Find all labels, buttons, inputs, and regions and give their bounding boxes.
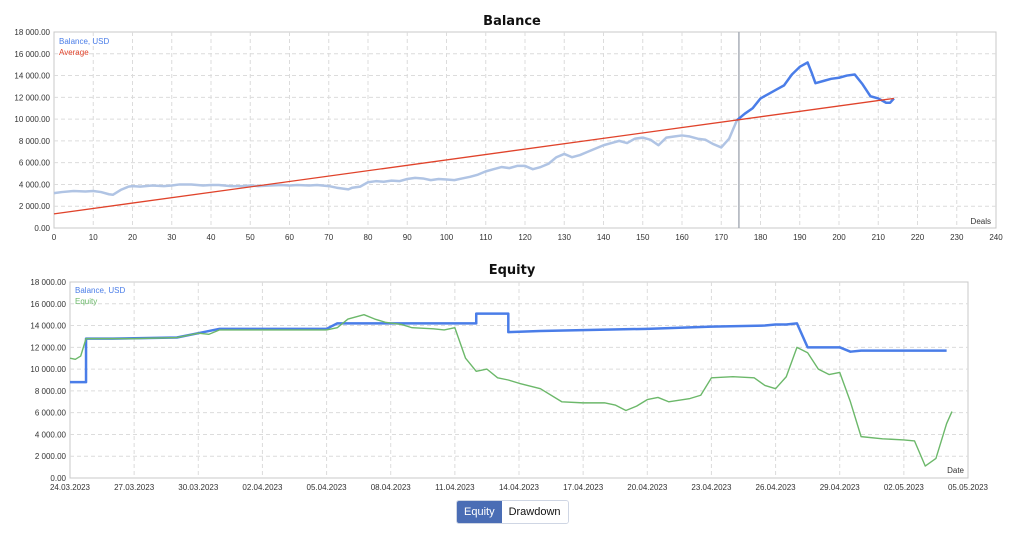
x-tick-label: 170 xyxy=(715,233,729,242)
x-tick-label: 200 xyxy=(832,233,846,242)
x-tick-label: 80 xyxy=(364,233,373,242)
x-tick-label: 20.04.2023 xyxy=(627,483,668,492)
balance-chart-title: Balance xyxy=(483,14,541,29)
x-tick-label: 08.04.2023 xyxy=(371,483,412,492)
x-tick-label: 160 xyxy=(675,233,689,242)
legend-balance-usd: Balance, USD xyxy=(59,37,109,46)
x-tick-label: 26.04.2023 xyxy=(756,483,797,492)
equity-grid xyxy=(70,282,968,478)
x-tick-label: 23.04.2023 xyxy=(691,483,732,492)
equity-y-axis: 0.00 2 000.00 4 000.00 6 000.00 8 000.00 10 0… xyxy=(30,278,66,483)
y-tick-label: 10 000.00 xyxy=(30,365,66,374)
x-tick-label: 70 xyxy=(324,233,333,242)
equity-x-axis-label: Date xyxy=(947,466,964,475)
y-tick-label: 6 000.00 xyxy=(35,409,67,418)
x-tick-label: 02.05.2023 xyxy=(884,483,925,492)
x-tick-label: 14.04.2023 xyxy=(499,483,540,492)
x-tick-label: 120 xyxy=(518,233,532,242)
x-tick-label: 90 xyxy=(403,233,412,242)
x-tick-label: 0 xyxy=(52,233,57,242)
y-tick-label: 2 000.00 xyxy=(19,202,51,211)
y-tick-label: 6 000.00 xyxy=(19,159,51,168)
x-tick-label: 02.04.2023 xyxy=(242,483,283,492)
equity-legend: Balance, USD Equity xyxy=(75,286,125,306)
x-tick-label: 30.03.2023 xyxy=(178,483,219,492)
x-tick-label: 230 xyxy=(950,233,964,242)
y-tick-label: 18 000.00 xyxy=(30,278,66,287)
y-tick-label: 8 000.00 xyxy=(19,137,51,146)
chart-tabs: Equity Drawdown xyxy=(456,500,569,524)
x-tick-label: 27.03.2023 xyxy=(114,483,155,492)
y-tick-label: 8 000.00 xyxy=(35,387,67,396)
x-tick-label: 180 xyxy=(754,233,768,242)
x-tick-label: 110 xyxy=(479,233,492,242)
y-tick-label: 14 000.00 xyxy=(30,322,66,331)
x-tick-label: 10 xyxy=(89,233,98,242)
x-tick-label: 30 xyxy=(167,233,176,242)
x-tick-label: 190 xyxy=(793,233,807,242)
y-tick-label: 16 000.00 xyxy=(30,300,66,309)
x-tick-label: 29.04.2023 xyxy=(820,483,861,492)
y-tick-label: 16 000.00 xyxy=(14,50,50,59)
balance-x-axis: 0 10 20 30 40 50 60 70 80 90 100 110 120 130 140 150 160… xyxy=(52,233,1003,242)
y-tick-label: 18 000.00 xyxy=(14,28,50,37)
x-tick-label: 05.04.2023 xyxy=(307,483,348,492)
equity-line xyxy=(69,313,953,467)
balance-x-axis-label: Deals xyxy=(971,217,991,226)
legend-average: Average xyxy=(59,48,89,57)
legend-balance-usd: Balance, USD xyxy=(75,286,125,295)
legend-equity: Equity xyxy=(75,297,97,306)
balance-chart: Balance 0.00 2 000.00 4 000.00 6 000.00 8 00… xyxy=(14,14,1003,242)
x-tick-label: 220 xyxy=(911,233,925,242)
x-tick-label: 210 xyxy=(872,233,886,242)
y-tick-label: 4 000.00 xyxy=(19,180,51,189)
balance-legend: Balance, USD Average xyxy=(59,37,109,57)
balance-series xyxy=(53,61,895,215)
y-tick-label: 0.00 xyxy=(34,224,50,233)
balance-recent-line xyxy=(736,61,895,122)
equity-chart-title: Equity xyxy=(489,263,536,278)
equity-series xyxy=(69,312,953,467)
x-tick-label: 17.04.2023 xyxy=(563,483,604,492)
x-tick-label: 24.03.2023 xyxy=(50,483,91,492)
x-tick-label: 40 xyxy=(207,233,216,242)
x-tick-label: 11.04.2023 xyxy=(435,483,475,492)
y-tick-label: 0.00 xyxy=(50,474,66,483)
y-tick-label: 12 000.00 xyxy=(30,343,66,352)
x-tick-label: 130 xyxy=(558,233,572,242)
equity-x-axis: 24.03.2023 27.03.2023 30.03.2023 02.04.2023… xyxy=(50,483,989,492)
balance-history-line xyxy=(53,119,739,197)
y-tick-label: 14 000.00 xyxy=(14,72,50,81)
y-tick-label: 2 000.00 xyxy=(35,452,67,461)
x-tick-label: 05.05.2023 xyxy=(948,483,989,492)
y-tick-label: 12 000.00 xyxy=(14,93,50,102)
x-tick-label: 20 xyxy=(128,233,137,242)
equity-chart: Equity 0.00 2 000.00 4 000.00 6 000.00 8 000… xyxy=(30,263,988,492)
x-tick-label: 240 xyxy=(989,233,1003,242)
tab-drawdown[interactable]: Drawdown xyxy=(501,501,568,523)
x-tick-label: 150 xyxy=(636,233,650,242)
balance-y-axis: 0.00 2 000.00 4 000.00 6 000.00 8 000.00 10 0… xyxy=(14,28,50,233)
x-tick-label: 140 xyxy=(597,233,611,242)
x-tick-label: 60 xyxy=(285,233,294,242)
x-tick-label: 100 xyxy=(440,233,454,242)
average-line xyxy=(53,97,895,215)
tab-equity[interactable]: Equity xyxy=(457,501,502,523)
y-tick-label: 10 000.00 xyxy=(14,115,50,124)
y-tick-label: 4 000.00 xyxy=(35,430,67,439)
charts-canvas: Balance 0.00 2 000.00 4 000.00 6 000.00 8 00… xyxy=(14,14,1003,492)
x-tick-label: 50 xyxy=(246,233,255,242)
